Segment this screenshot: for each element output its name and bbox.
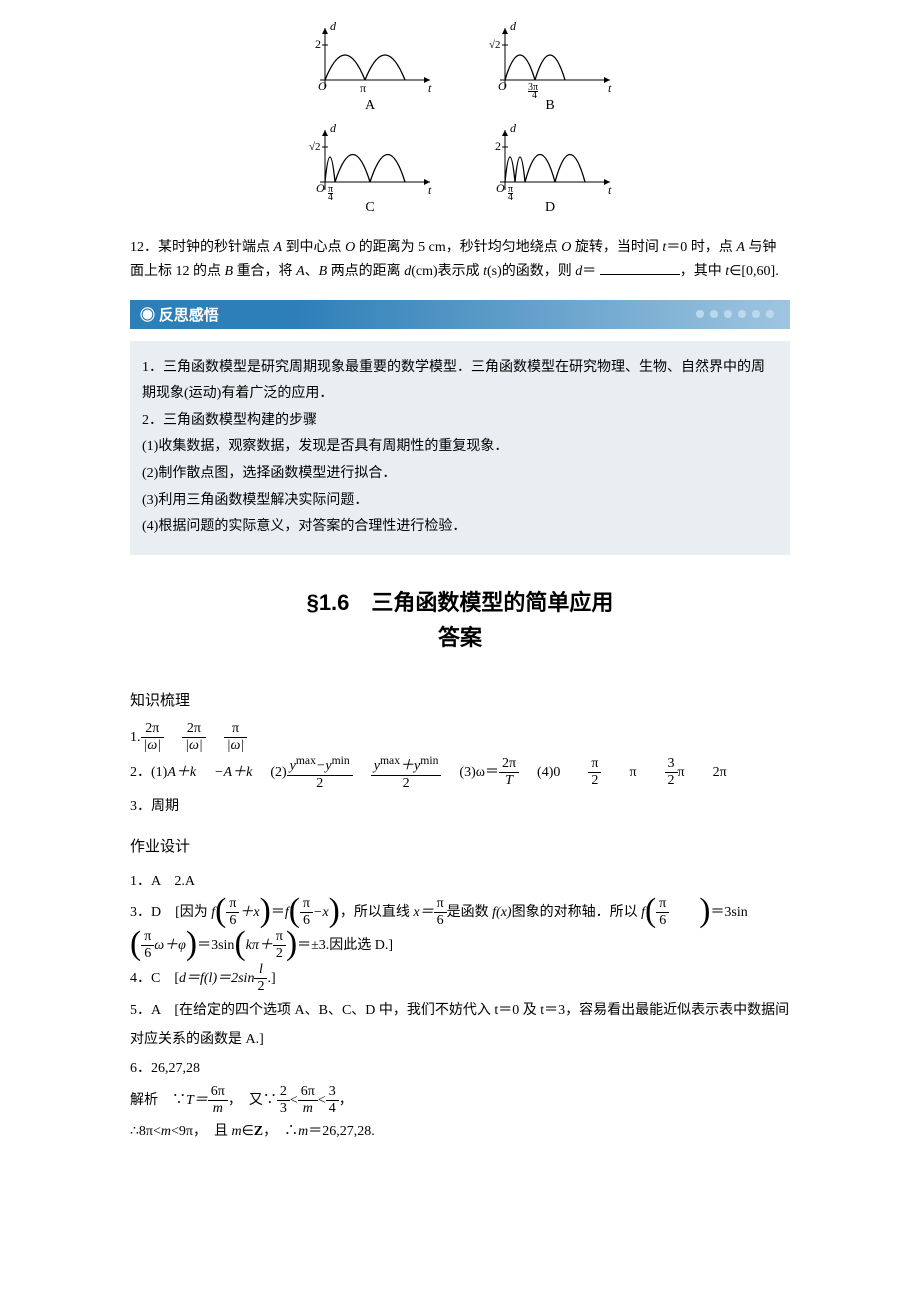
fill-blank — [600, 260, 680, 275]
svg-text:d: d — [330, 122, 337, 135]
ref-p2: 2．三角函数模型构建的步骤 — [142, 408, 778, 435]
svg-text:2: 2 — [495, 139, 501, 153]
ans-1: 1.2π|ω|2π|ω|π|ω| — [130, 721, 790, 754]
graph-b: d √2 O 3π 4 t B — [480, 20, 620, 114]
banner-dots — [696, 310, 780, 318]
graph-d: d 2 O π 4 t D — [480, 122, 620, 216]
reflection-box: 1．三角函数模型是研究周期现象最重要的数学模型．三角函数模型在研究物理、生物、自… — [130, 341, 790, 555]
w6: 6．26,27,28 — [130, 1054, 790, 1083]
w3b: (π6ω＋φ)＝3sin(kπ＋π2)＝±3.因此选 D.] — [130, 929, 790, 962]
ref-s1: (1)收集数据，观察数据，发现是否具有周期性的重复现象． — [142, 434, 778, 461]
w4: 4．C [d＝f(l)＝2sinl2.] — [130, 962, 790, 995]
w1: 1．A 2.A — [130, 867, 790, 896]
svg-text:O: O — [318, 79, 327, 93]
svg-text:4: 4 — [532, 90, 537, 100]
w6-line2: ∴8π<m<9π， 且 m∈Z， ∴m＝26,27,28. — [130, 1117, 790, 1146]
svg-text:O: O — [498, 79, 507, 93]
ans-2: 2．(1)A＋k−A＋k(2)ymax−ymin2ymax＋ymin2(3)ω＝… — [130, 754, 790, 792]
graph-c: d √2 O π 4 t C — [300, 122, 440, 216]
svg-text:O: O — [316, 181, 325, 195]
ref-s2: (2)制作散点图，选择函数模型进行拟合． — [142, 461, 778, 488]
svg-text:t: t — [608, 81, 612, 95]
graph-b-label: B — [545, 98, 554, 114]
svg-text:4: 4 — [328, 192, 333, 202]
svg-text:t: t — [428, 183, 432, 197]
svg-text:t: t — [608, 183, 612, 197]
svg-text:2: 2 — [315, 37, 321, 51]
ref-p1: 1．三角函数模型是研究周期现象最重要的数学模型．三角函数模型在研究物理、生物、自… — [142, 355, 778, 408]
w3: 3．D [因为 f(π6＋x)＝f(π6−x)，所以直线 x＝π6是函数 f(x… — [130, 896, 790, 929]
heading-work: 作业设计 — [130, 831, 790, 863]
graph-d-label: D — [545, 200, 555, 216]
graph-a-label: A — [365, 98, 375, 114]
graph-a: d 2 O π t A — [300, 20, 440, 114]
answers-title: §1.6 三角函数模型的简单应用 答案 — [130, 585, 790, 655]
banner-icon: ◉ — [140, 308, 155, 324]
banner-title: 反思感悟 — [159, 308, 219, 324]
heading-knowledge: 知识梳理 — [130, 685, 790, 717]
w5: 5．A [在给定的四个选项 A、B、C、D 中，我们不妨代入 t＝0 及 t＝3… — [130, 996, 790, 1055]
reflection-banner: ◉ 反思感悟 — [130, 300, 790, 329]
p12-num: 12． — [130, 240, 158, 255]
ans-3: 3．周期 — [130, 792, 790, 821]
svg-text:d: d — [510, 122, 517, 135]
problem-12: 12．某时钟的秒针端点 A 到中心点 O 的距离为 5 cm，秒针均匀地绕点 O… — [130, 236, 790, 284]
w6-exp: 解析 ∵T＝6πm， 又∵23<6πm<34， — [130, 1084, 790, 1117]
svg-text:√2: √2 — [489, 39, 501, 51]
svg-text:O: O — [496, 181, 505, 195]
title-line2: 答案 — [130, 620, 790, 655]
title-line1: §1.6 三角函数模型的简单应用 — [130, 585, 790, 620]
svg-text:d: d — [510, 20, 517, 33]
svg-text:t: t — [428, 81, 432, 95]
svg-text:d: d — [330, 20, 337, 33]
svg-text:π: π — [360, 81, 366, 95]
svg-text:√2: √2 — [309, 141, 321, 153]
svg-text:4: 4 — [508, 192, 513, 202]
ref-s4: (4)根据问题的实际意义，对答案的合理性进行检验． — [142, 514, 778, 541]
ref-s3: (3)利用三角函数模型解决实际问题． — [142, 488, 778, 515]
graph-c-label: C — [365, 200, 374, 216]
